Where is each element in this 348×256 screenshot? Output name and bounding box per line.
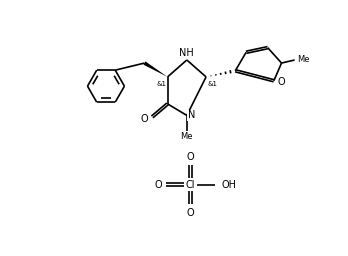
Text: O: O (187, 152, 195, 162)
Text: OH: OH (221, 180, 237, 190)
Text: O: O (278, 77, 285, 87)
Polygon shape (143, 61, 168, 77)
Text: &1: &1 (208, 81, 218, 87)
Text: Me: Me (181, 132, 193, 141)
Text: O: O (187, 208, 195, 218)
Text: O: O (141, 114, 148, 124)
Text: Me: Me (297, 55, 309, 64)
Text: NH: NH (180, 48, 194, 58)
Text: Cl: Cl (186, 180, 196, 190)
Text: O: O (155, 180, 162, 190)
Text: N: N (188, 110, 195, 120)
Text: &1: &1 (156, 81, 166, 87)
